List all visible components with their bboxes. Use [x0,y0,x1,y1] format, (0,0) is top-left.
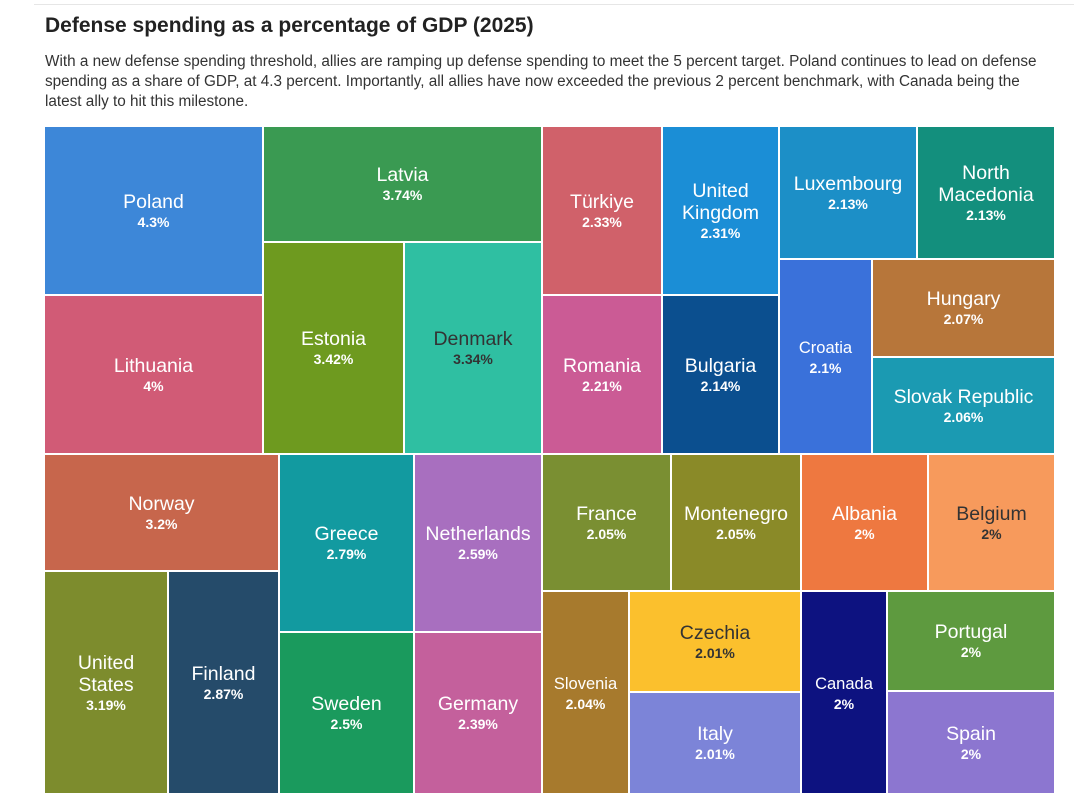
treemap: Poland 4.3% Latvia 3.74% Türkiye 2.33% United … [45,127,1056,795]
tile-canada: Canada 2% [802,592,888,795]
tile-slovenia: Slovenia 2.04% [543,592,630,795]
tile-croatia: Croatia 2.1% [780,260,873,455]
tile-label: Latvia [376,164,429,186]
tile-value: 3.19% [86,696,126,713]
chart-title: Defense spending as a percentage of GDP … [45,14,534,37]
tile-sweden: Sweden 2.5% [280,633,415,795]
tile-label: Slovenia [553,674,618,693]
tile-value: 4% [143,377,164,394]
tile-value: 2.06% [943,408,984,425]
tile-germany: Germany 2.39% [415,633,543,795]
tile-norway: Norway 3.2% [45,455,280,572]
tile-belgium: Belgium 2% [929,455,1056,592]
tile-spain: Spain 2% [888,692,1056,795]
tile-label: Slovak Republic [893,385,1034,408]
tile-label: Denmark [433,328,513,350]
tile-value: 3.42% [313,351,354,367]
tile-value: 2.07% [943,311,984,327]
tile-slovak-republic: Slovak Republic 2.06% [873,358,1056,455]
tile-label: Canada [815,674,873,693]
tile-romania: Romania 2.21% [543,296,663,455]
tile-value: 2.87% [203,685,244,702]
tile-label: Netherlands [425,523,531,545]
tile-turkiye: Türkiye 2.33% [543,127,663,296]
tile-label: Germany [437,693,519,715]
tile-label: United States [77,651,135,696]
tile-value: 2.04% [565,695,606,712]
tile-value: 2% [960,644,982,660]
chart-subtitle: With a new defense spending threshold, a… [45,53,1037,110]
tile-value: 2.33% [582,213,622,230]
tile-france: France 2.05% [543,455,672,592]
tile-label: Croatia [798,338,853,357]
tile-greece: Greece 2.79% [280,455,415,633]
tile-value: 2.01% [695,746,735,762]
tile-finland: Finland 2.87% [169,572,280,795]
tile-label: Albania [831,502,898,525]
tile-value: 3.34% [453,351,493,367]
tile-luxembourg: Luxembourg 2.13% [780,127,918,260]
tile-montenegro: Montenegro 2.05% [672,455,802,592]
tile-latvia: Latvia 3.74% [264,127,543,243]
tile-label: Sweden [311,693,382,715]
tile-estonia: Estonia 3.42% [264,243,405,455]
tile-value: 2.59% [458,546,498,562]
tile-label: Luxembourg [793,172,903,195]
tile-label: Lithuania [113,354,194,377]
tile-label: Montenegro [683,502,789,525]
tile-value: 2.31% [700,224,741,241]
tile-label: Türkiye [570,190,634,213]
tile-united-states: United States 3.19% [45,572,169,795]
tile-label: Finland [191,662,256,685]
tile-value: 2.39% [458,716,498,732]
tile-value: 2% [981,525,1002,542]
tile-united-kingdom: United Kingdom 2.31% [663,127,780,296]
tile-value: 2.21% [582,377,622,394]
tile-value: 2.13% [966,206,1006,223]
tile-bulgaria: Bulgaria 2.14% [663,296,780,455]
tile-italy: Italy 2.01% [630,693,802,795]
tile-value: 2.79% [326,546,367,562]
tile-value: 2.05% [586,525,627,542]
tile-label: France [576,502,637,525]
tile-poland: Poland 4.3% [45,127,264,296]
tile-value: 2% [960,745,982,762]
tile-label: Hungary [926,288,1001,310]
tile-value: 2% [833,695,855,712]
tile-value: 3.74% [382,187,423,203]
tile-label: Czechia [679,621,751,644]
tile-hungary: Hungary 2.07% [873,260,1056,358]
tile-value: 3.2% [145,515,178,532]
tile-portugal: Portugal 2% [888,592,1056,692]
tile-value: 2.05% [716,525,756,542]
tile-value: 2.14% [700,377,741,394]
tile-czechia: Czechia 2.01% [630,592,802,693]
tile-label: United Kingdom [682,179,759,224]
tile-netherlands: Netherlands 2.59% [415,455,543,633]
tile-value: 2% [854,525,875,542]
tile-label: Greece [314,523,379,545]
tile-label: North Macedonia [938,161,1034,206]
tile-lithuania: Lithuania 4% [45,296,264,455]
tile-value: 4.3% [137,213,170,230]
tile-label: Bulgaria [684,354,757,377]
tile-value: 2.13% [828,195,868,212]
tile-label: Romania [562,354,642,377]
tile-label: Norway [128,492,195,515]
tile-denmark: Denmark 3.34% [405,243,543,455]
tile-label: Poland [123,190,184,213]
tile-label: Belgium [956,502,1027,525]
tile-label: Spain [946,722,996,745]
top-divider [34,4,1074,5]
tile-value: 2.01% [695,644,735,661]
tile-albania: Albania 2% [802,455,929,592]
tile-label: Italy [697,723,733,745]
tile-value: 2.5% [330,716,363,732]
tile-label: Portugal [934,621,1008,643]
tile-value: 2.1% [809,359,842,376]
tile-north-macedonia: North Macedonia 2.13% [918,127,1056,260]
tile-label: Estonia [300,328,367,350]
